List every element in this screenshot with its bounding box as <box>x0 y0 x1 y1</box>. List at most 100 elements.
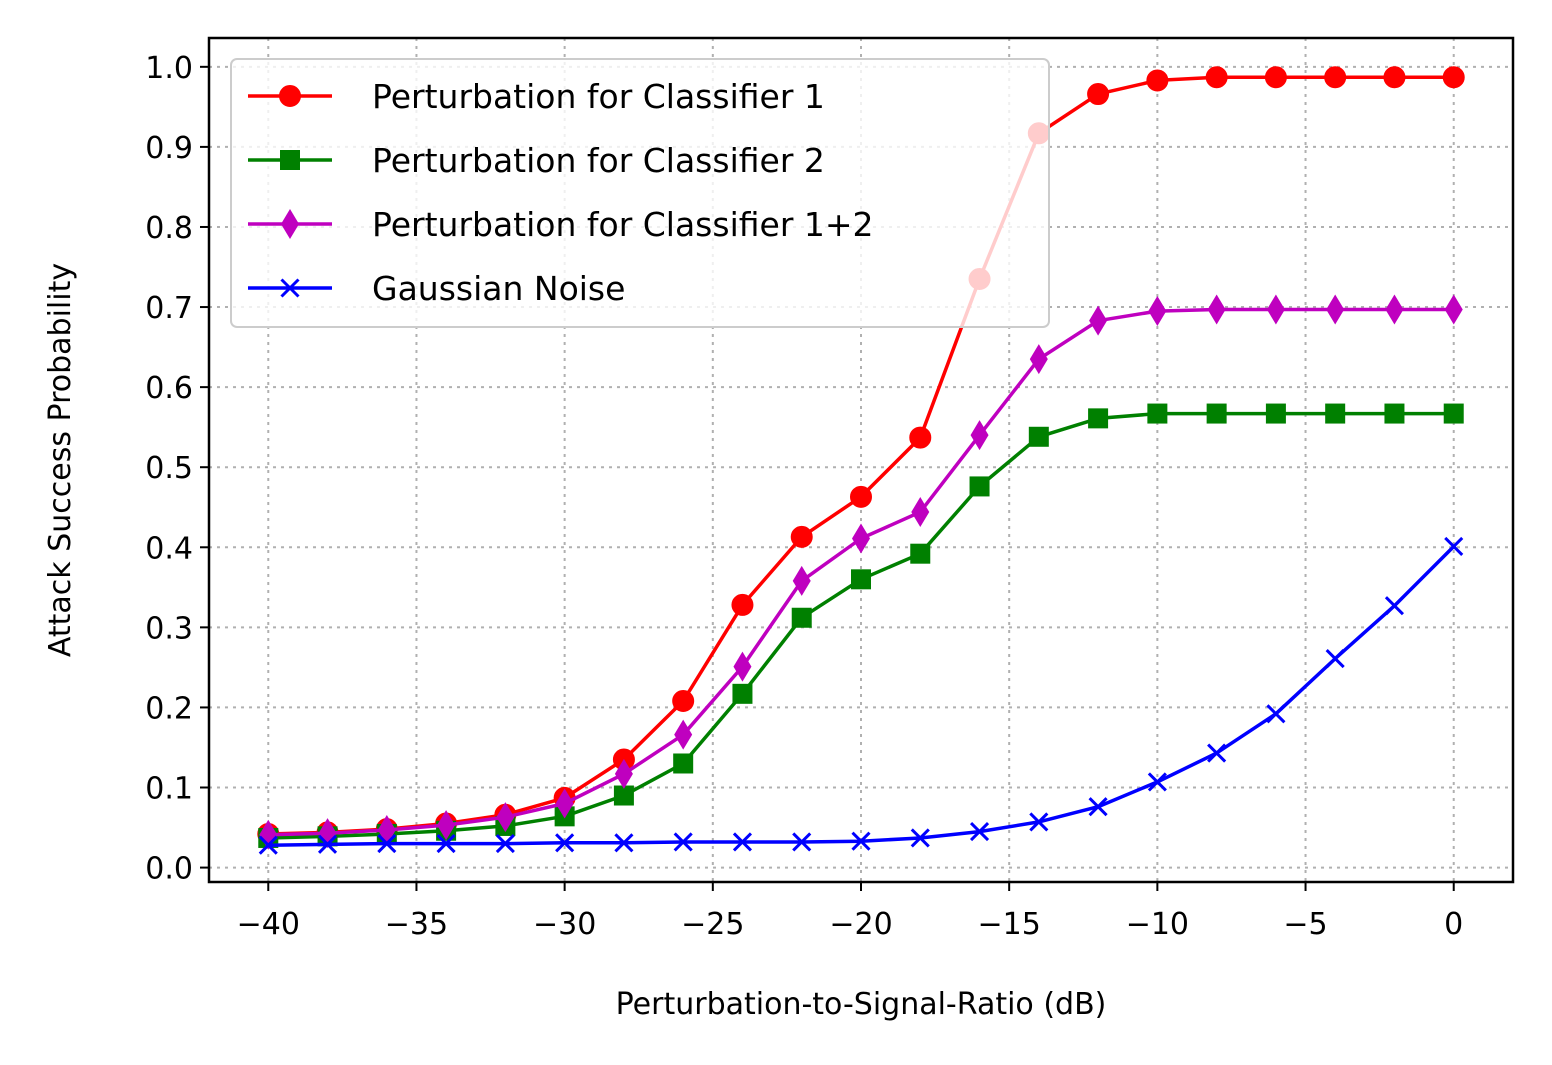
data-point-gaussian-noise <box>792 832 812 852</box>
data-point-classifier-1 <box>731 593 754 616</box>
legend-marker-gaussian-noise <box>280 278 300 298</box>
data-point-classifier-2 <box>673 753 694 774</box>
legend: Perturbation for Classifier 1 Perturbati… <box>230 58 1050 328</box>
data-point-gaussian-noise <box>1088 797 1108 817</box>
data-point-gaussian-noise <box>377 834 397 854</box>
data-point-classifier-1-2 <box>1385 294 1404 325</box>
y-tick-label: 0.8 <box>145 211 193 246</box>
legend-label-classifier-1: Perturbation for Classifier 1 <box>372 77 825 116</box>
data-point-classifier-1-2 <box>733 651 752 682</box>
data-point-classifier-1-2 <box>1444 294 1463 325</box>
data-point-classifier-1 <box>790 525 813 548</box>
data-point-classifier-2 <box>1384 403 1405 424</box>
data-point-gaussian-noise <box>614 833 634 853</box>
data-point-gaussian-noise <box>969 821 990 842</box>
data-point-classifier-1-2 <box>970 420 989 451</box>
data-point-classifier-2 <box>1265 403 1286 424</box>
data-point-classifier-1 <box>1324 66 1347 89</box>
legend-marker-classifier-2 <box>280 150 300 170</box>
data-point-classifier-1-2 <box>1148 296 1167 327</box>
data-point-gaussian-noise <box>910 828 930 848</box>
data-point-classifier-1-2 <box>1326 294 1345 325</box>
data-point-classifier-1 <box>1442 66 1465 89</box>
data-point-gaussian-noise <box>495 834 515 854</box>
data-point-gaussian-noise <box>1384 596 1405 616</box>
data-point-classifier-1-2 <box>852 523 870 554</box>
x-tick-label: −5 <box>1283 907 1327 942</box>
x-tick-label: 0 <box>1444 907 1463 942</box>
data-point-classifier-2 <box>969 476 990 497</box>
data-point-classifier-1-2 <box>911 497 930 528</box>
y-tick-label: 0.2 <box>145 691 193 726</box>
data-point-classifier-1-2 <box>674 719 693 750</box>
legend-box <box>230 58 1050 328</box>
data-point-classifier-2 <box>1443 403 1464 424</box>
legend-label-gaussian-noise: Gaussian Noise <box>372 269 625 308</box>
series-gaussian-noise <box>258 536 1464 855</box>
data-point-classifier-2 <box>1325 403 1346 424</box>
data-point-classifier-2 <box>791 607 812 628</box>
x-tick-label: −25 <box>681 907 744 942</box>
data-point-classifier-1 <box>1383 66 1406 89</box>
data-point-classifier-2 <box>732 683 753 704</box>
x-tick-label: −20 <box>829 907 892 942</box>
data-point-classifier-1-2 <box>1029 344 1048 375</box>
data-point-classifier-1 <box>1146 69 1169 92</box>
data-point-gaussian-noise <box>317 834 338 854</box>
data-point-gaussian-noise <box>732 832 753 852</box>
y-tick-label: 0.5 <box>145 451 193 486</box>
x-axis: −40 −35 −30 −25 −20 −15 −10 −5 0 <box>237 882 1463 942</box>
data-point-gaussian-noise <box>673 832 693 852</box>
legend-label-classifier-2: Perturbation for Classifier 2 <box>372 141 825 180</box>
data-point-classifier-2 <box>910 543 931 564</box>
x-tick-label: −15 <box>978 907 1041 942</box>
y-tick-label: 0.0 <box>145 852 193 887</box>
x-axis-label: Perturbation-to-Signal-Ratio (dB) <box>616 987 1107 1022</box>
legend-marker-classifier-1 <box>279 85 301 107</box>
data-point-gaussian-noise <box>555 833 575 853</box>
data-point-classifier-1-2 <box>614 758 633 789</box>
data-point-gaussian-noise <box>1325 649 1345 669</box>
data-point-classifier-1-2 <box>792 565 811 596</box>
data-point-classifier-1-2 <box>1089 305 1108 336</box>
series-classifier-1-2 <box>259 294 1463 850</box>
data-point-gaussian-noise <box>851 831 871 851</box>
legend-entry-classifier-1-2: Perturbation for Classifier 1+2 <box>248 205 874 244</box>
y-tick-label: 0.7 <box>145 291 193 326</box>
y-tick-label: 0.9 <box>145 131 193 166</box>
x-tick-label: −40 <box>237 907 300 942</box>
data-point-classifier-1-2 <box>1266 294 1285 325</box>
y-tick-label: 1.0 <box>145 51 193 86</box>
series-layer <box>257 66 1465 855</box>
data-point-gaussian-noise <box>258 835 278 855</box>
legend-entry-gaussian-noise: Gaussian Noise <box>248 269 625 308</box>
data-point-classifier-1 <box>850 485 872 508</box>
data-point-classifier-2 <box>613 785 634 806</box>
data-point-classifier-1-2 <box>496 802 515 833</box>
data-point-classifier-1 <box>1264 66 1287 89</box>
x-tick-label: −30 <box>533 907 596 942</box>
legend-symbol-classifier-2 <box>248 150 332 170</box>
y-axis: 0.0 0.1 0.2 0.3 0.4 0.5 0.6 0.7 0.8 0.9 1.0 <box>145 51 209 887</box>
y-axis-label: Attack Success Probability <box>43 263 78 657</box>
data-point-classifier-2 <box>1206 403 1227 424</box>
data-point-gaussian-noise <box>1444 536 1464 557</box>
data-point-classifier-1-2 <box>437 810 456 841</box>
y-tick-label: 0.6 <box>145 371 193 406</box>
legend-entry-classifier-1: Perturbation for Classifier 1 <box>248 77 825 116</box>
x-tick-label: −35 <box>385 907 448 942</box>
legend-symbol-classifier-1 <box>248 85 332 107</box>
data-point-gaussian-noise <box>1207 743 1227 763</box>
data-point-classifier-1-2 <box>1207 294 1226 325</box>
legend-symbol-classifier-1-2 <box>248 209 332 239</box>
legend-symbol-gaussian-noise <box>248 278 332 298</box>
data-point-classifier-1 <box>1087 83 1110 106</box>
data-point-classifier-2 <box>1028 426 1049 447</box>
data-point-classifier-1 <box>1205 66 1228 89</box>
legend-marker-classifier-1-2 <box>281 209 299 239</box>
data-point-classifier-1-2 <box>555 788 574 819</box>
y-tick-label: 0.3 <box>145 611 193 646</box>
data-point-gaussian-noise <box>1266 704 1286 724</box>
y-tick-label: 0.1 <box>145 772 193 807</box>
